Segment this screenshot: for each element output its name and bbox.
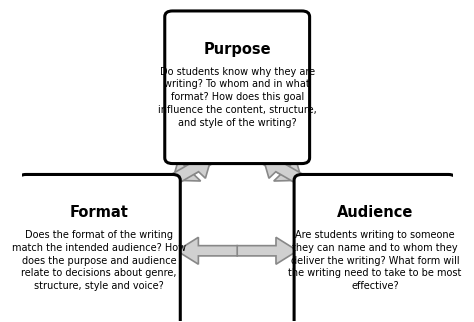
- Polygon shape: [177, 237, 237, 264]
- Polygon shape: [263, 157, 306, 184]
- Text: Does the format of the writing
match the intended audience? How
does the purpose: Does the format of the writing match the…: [12, 230, 186, 291]
- Text: Purpose: Purpose: [203, 42, 271, 57]
- Polygon shape: [173, 154, 216, 181]
- Text: Do students know why they are
writing? To whom and in what
format? How does this: Do students know why they are writing? T…: [158, 67, 317, 128]
- Text: Audience: Audience: [337, 205, 413, 220]
- Polygon shape: [259, 154, 302, 181]
- FancyBboxPatch shape: [165, 11, 310, 164]
- FancyBboxPatch shape: [18, 175, 180, 322]
- Text: Format: Format: [70, 205, 128, 220]
- Polygon shape: [168, 157, 211, 184]
- Polygon shape: [237, 237, 298, 264]
- FancyBboxPatch shape: [294, 175, 456, 322]
- Text: Are students writing to someone
they can name and to whom they
deliver the writi: Are students writing to someone they can…: [289, 230, 462, 291]
